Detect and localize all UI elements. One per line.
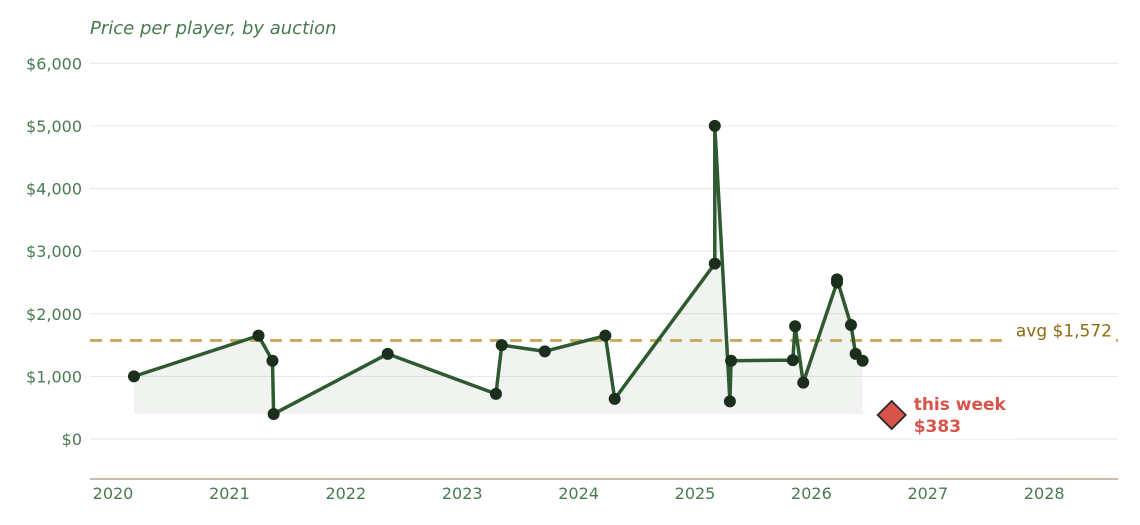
y-tick-label: $5,000 (26, 117, 82, 136)
data-point (789, 320, 802, 333)
chart-title: Price per player, by auction (90, 18, 337, 39)
average-label-bg (1006, 318, 1116, 343)
data-point (708, 119, 721, 132)
data-point (708, 257, 721, 270)
highlight-marker (876, 399, 907, 431)
data-point (786, 354, 799, 367)
x-tick-label: 2021 (209, 484, 250, 503)
data-point (495, 339, 508, 352)
data-point (831, 273, 844, 286)
y-tick-label: $0 (62, 430, 82, 449)
x-tick-label: 2020 (93, 484, 134, 503)
data-point (127, 370, 140, 383)
data-point (856, 354, 869, 367)
data-point (381, 347, 394, 360)
data-point (599, 329, 612, 342)
x-tick-label: 2027 (907, 484, 948, 503)
highlight-label: this week (914, 395, 1007, 415)
data-point (844, 319, 857, 332)
x-tick-label: 2026 (791, 484, 832, 503)
data-point (252, 329, 265, 342)
data-point (489, 387, 502, 400)
data-point (725, 354, 738, 367)
y-tick-label: $1,000 (26, 367, 82, 386)
highlight-label-bg (911, 391, 1016, 440)
data-point (538, 345, 551, 358)
x-tick-label: 2025 (675, 484, 716, 503)
x-tick-label: 2024 (558, 484, 599, 503)
y-tick-label: $4,000 (26, 180, 82, 199)
data-point (608, 392, 621, 405)
y-tick-label: $3,000 (26, 242, 82, 261)
x-tick-label: 2028 (1024, 484, 1065, 503)
highlight-value: $383 (914, 417, 961, 437)
x-tick-label: 2023 (442, 484, 483, 503)
y-tick-label: $2,000 (26, 305, 82, 324)
average-label: avg $1,572 (1016, 322, 1112, 342)
x-tick-label: 2022 (325, 484, 366, 503)
data-point (267, 407, 280, 420)
data-point (723, 395, 736, 408)
data-point (797, 376, 810, 389)
y-tick-label: $6,000 (26, 54, 82, 73)
data-point (266, 354, 279, 367)
